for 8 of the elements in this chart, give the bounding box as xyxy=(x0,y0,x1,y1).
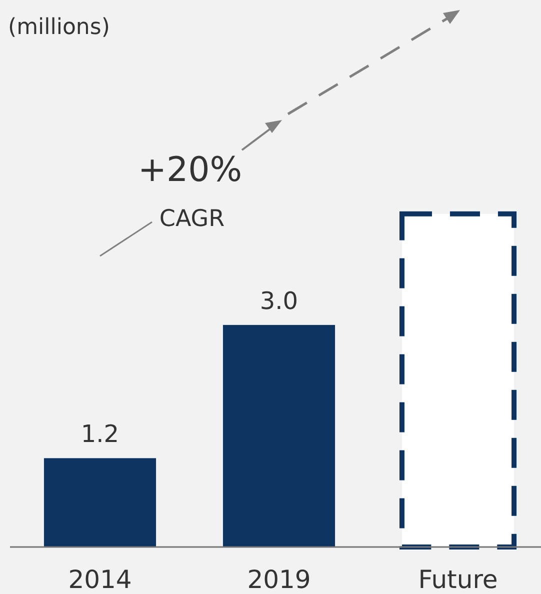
data-label: 1.2 xyxy=(80,420,120,448)
x-tick-label: 2019 xyxy=(247,565,311,594)
x-tick-label: Future xyxy=(418,565,498,594)
x-tick-label: 2014 xyxy=(68,565,132,594)
chart-subtitle: (millions) xyxy=(8,15,110,40)
text: +20% xyxy=(138,150,242,190)
data-label: 3.0 xyxy=(260,286,298,315)
annotation: CAGR xyxy=(159,206,225,232)
